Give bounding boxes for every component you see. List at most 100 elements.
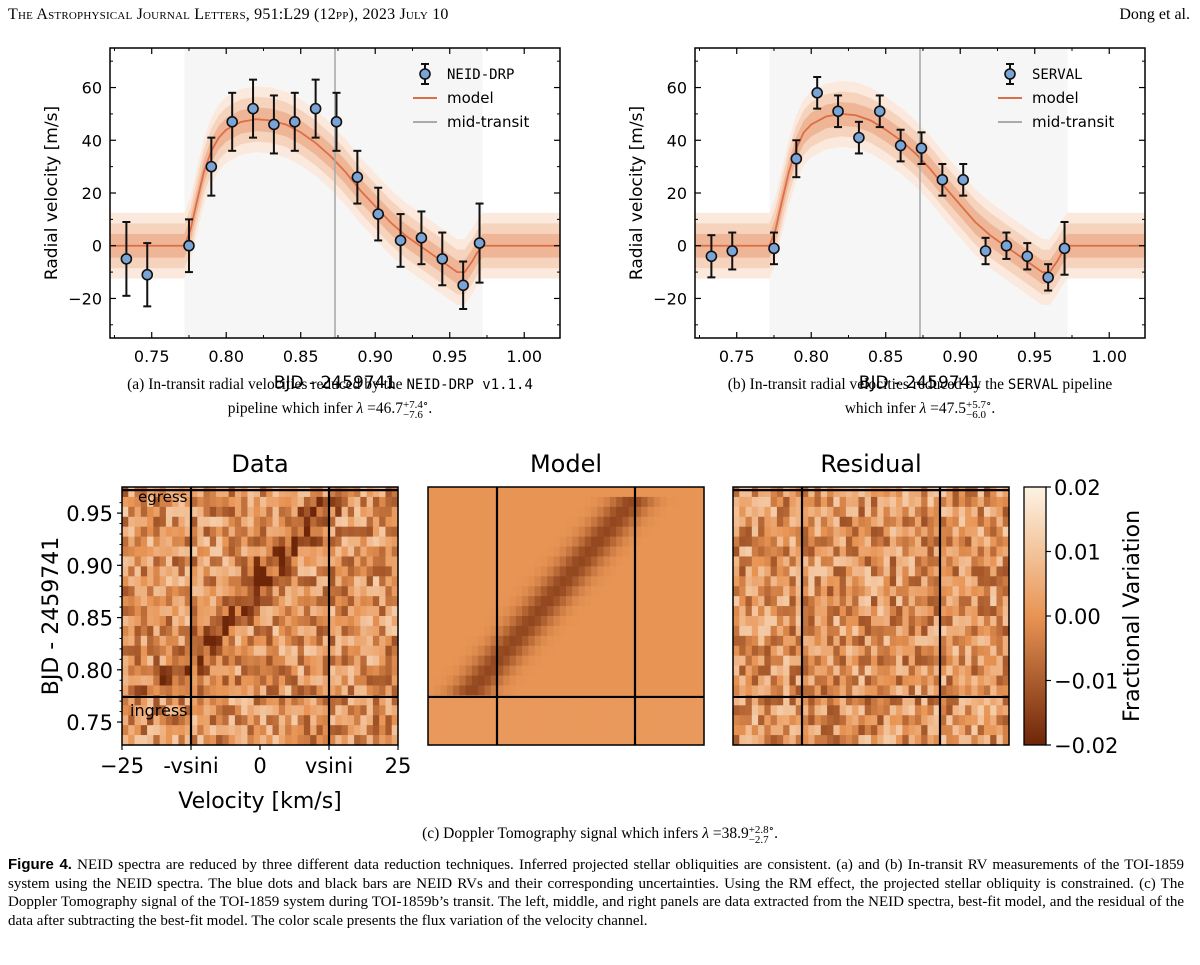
dt-cell [434,487,442,498]
dt-cell [434,695,442,706]
dt-cell [983,596,991,607]
dt-cell [685,566,693,577]
dt-cell [434,596,442,607]
dt-cell [440,606,448,617]
dt-cell [465,655,473,667]
dt-cell [977,735,985,746]
dt-cell [153,695,161,706]
dt-cell [147,606,154,617]
dt-cell [902,705,910,716]
dt-cell [616,625,624,637]
dt-cell [459,526,467,538]
dt-cell [603,536,611,548]
dt-cell [902,715,910,726]
dt-cell [547,685,555,696]
dt-cell [653,526,661,538]
dt-cell [184,725,192,736]
dt-cell [820,705,828,716]
dt-cell [216,675,223,687]
dt-cell [391,606,399,617]
dt-cell [883,576,891,587]
dt-cell [927,496,935,508]
dt-cell [764,725,772,736]
dt-cell [128,625,136,637]
dt-cell [140,655,148,667]
dt-cell [990,725,998,736]
legend-label-midtransit: mid-transit [447,113,529,131]
dt-cell [758,566,765,577]
dt-cell [453,645,460,657]
dt-cell [260,496,267,508]
dt-cell [484,496,492,508]
dt-cell [584,715,592,726]
dt-cell [977,655,985,667]
dt-cell [266,645,274,657]
dt-cell [739,725,747,736]
dt-cell [641,576,649,587]
dt-cell [153,516,161,528]
dt-cell [335,725,343,736]
model-line [110,118,560,273]
dt-cell [820,526,828,538]
dt-cell [883,606,891,617]
dt-cell [153,536,161,548]
dt-cell [641,735,649,746]
dt-cell [660,606,667,617]
rv-point [141,242,154,308]
dt-cell [745,655,753,667]
dt-cell [566,576,573,587]
dt-cell [316,606,324,617]
dt-cell [184,586,192,597]
dt-cell [566,506,573,518]
dt-cell [385,516,393,528]
dt-cell [814,616,822,627]
dt-cell [490,487,498,498]
dt-cell [770,536,778,548]
dt-cell [247,655,255,667]
dt-cell [883,705,891,716]
dt-cell [839,546,847,558]
dt-cell [858,516,866,528]
dt-cell [329,586,336,597]
dt-cell [184,695,192,706]
dt-cell [802,516,809,528]
dt-cell [540,645,548,657]
dt-cell [310,496,318,508]
dt-cell [914,606,922,617]
dt-cell [733,675,740,687]
dt-cell [547,536,555,548]
dt-cell [996,606,1004,617]
dt-cell [733,606,740,617]
dt-cell [691,546,699,558]
model-band-1sigma [110,107,560,284]
dt-cell [440,616,448,627]
dt-cell [266,576,274,587]
dt-cell [871,546,878,558]
x-axis-label: BJD - 2459741 [859,373,981,393]
dt-cell [122,566,129,577]
dt-cell [459,516,467,528]
dt-cell [522,625,529,637]
dt-cell [528,606,536,617]
dt-cell [983,616,991,627]
dt-cell [140,715,148,726]
dt-cell [983,725,991,736]
dt-cell [228,546,236,558]
dt-cell [691,606,699,617]
dt-cell [391,586,399,597]
dt-cell [635,645,642,657]
dt-cell [534,705,542,716]
dt-cell [385,556,393,567]
dt-cell [814,735,822,746]
dt-cell [776,616,784,627]
dt-cell [559,516,567,528]
dt-cell [253,516,261,528]
dt-cell [253,596,261,607]
dt-cell [528,675,536,687]
dt-cell [578,566,586,577]
dt-cell [921,735,929,746]
dt-cell [272,576,280,587]
dt-cell [203,576,211,587]
dt-cell [952,556,960,567]
dt-cell [216,606,223,617]
